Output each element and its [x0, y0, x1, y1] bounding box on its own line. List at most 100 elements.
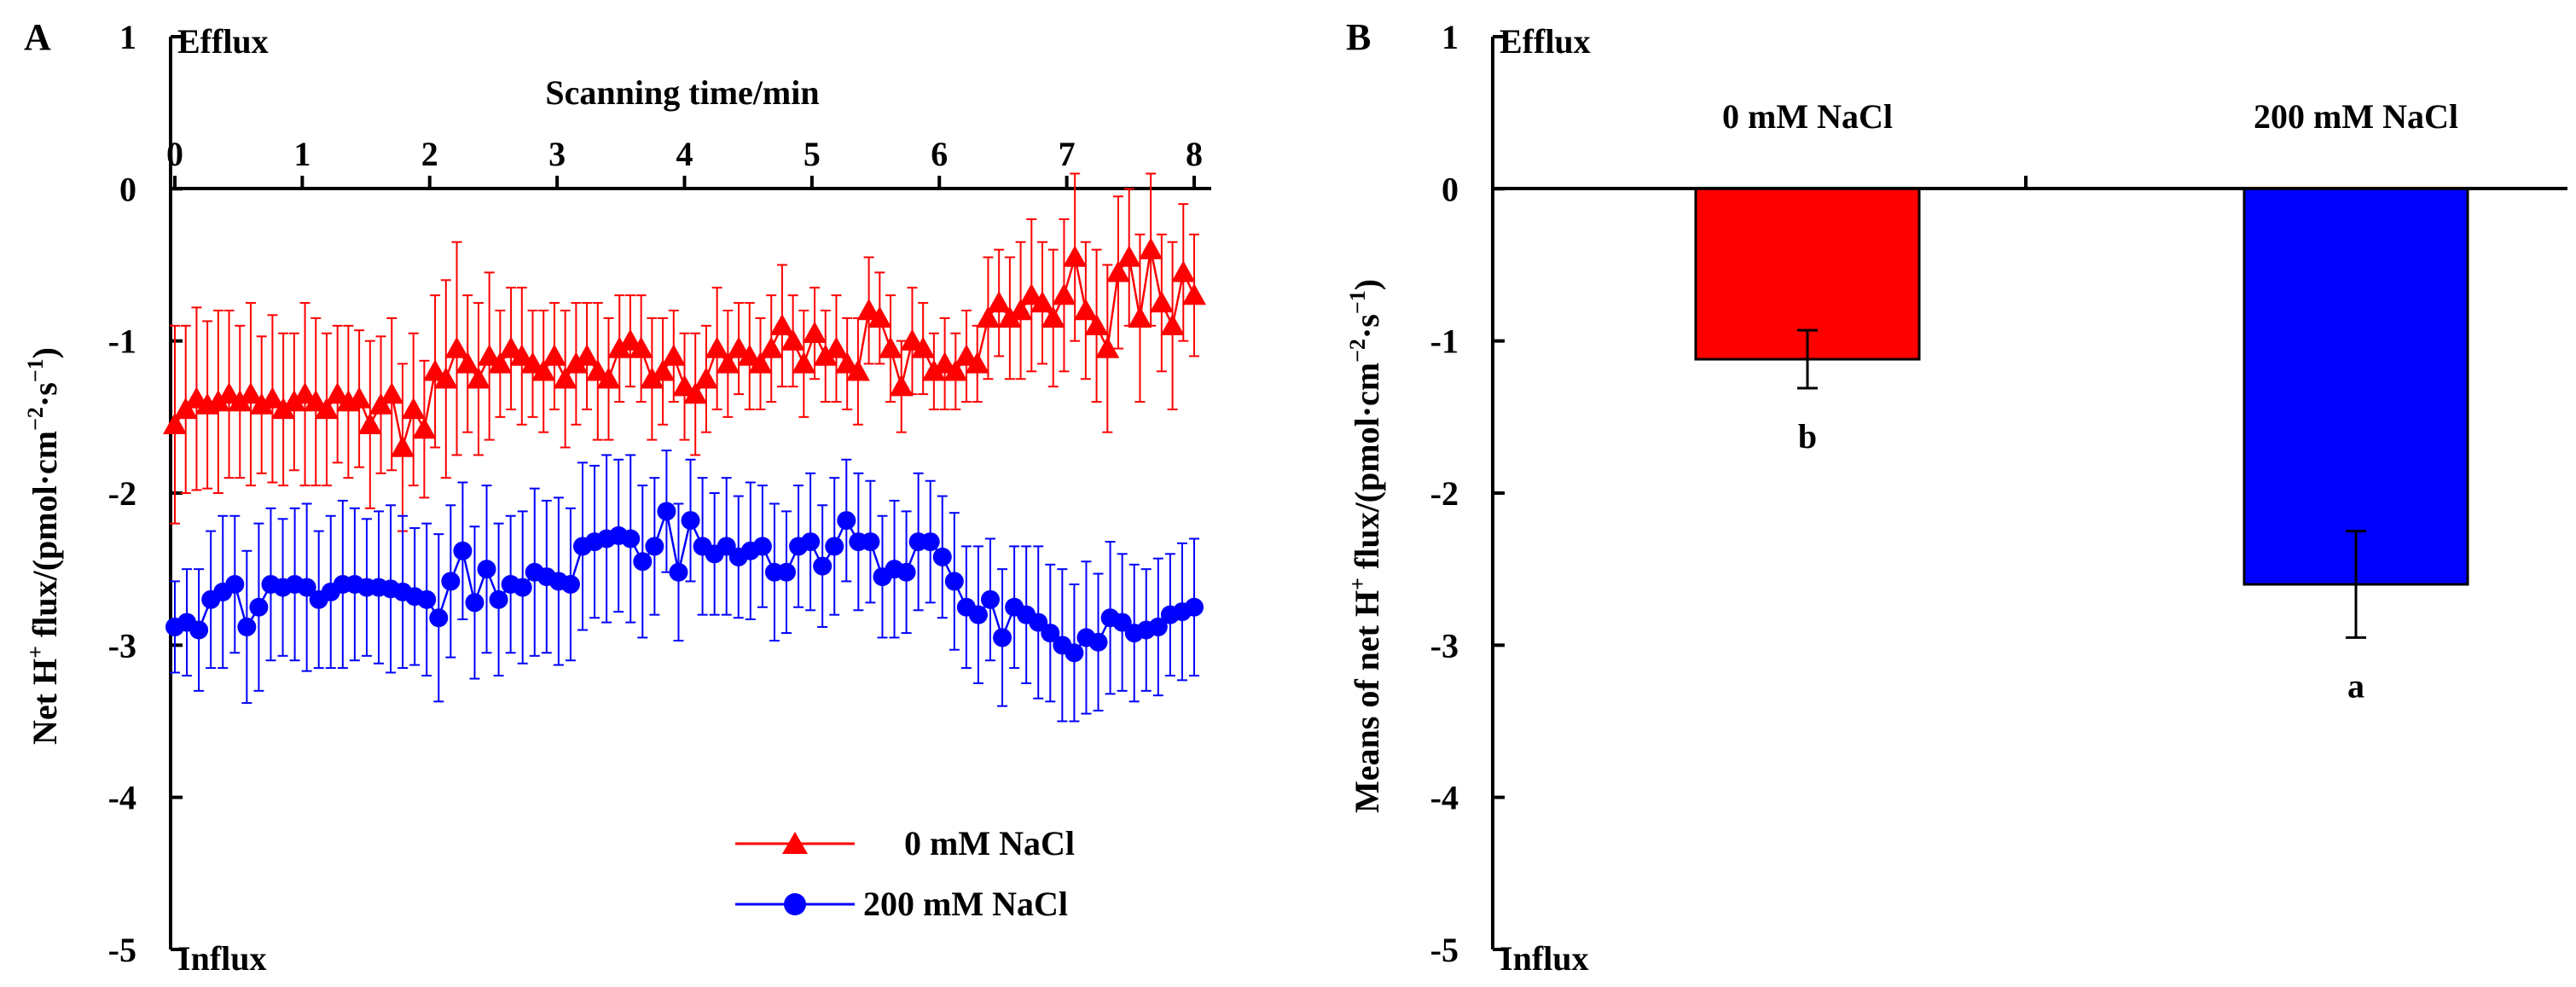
data-point-circle: [896, 562, 916, 582]
data-point-circle: [657, 502, 676, 521]
panel-a-y-tick-label: -5: [108, 931, 136, 969]
significance-label: a: [2347, 666, 2364, 705]
data-point-triangle: [737, 344, 762, 366]
data-point-triangle: [357, 412, 382, 434]
panel-a-x-tick-label: 6: [931, 135, 948, 173]
data-point-circle: [717, 537, 736, 556]
panel-a-y-tick-label: 1: [119, 18, 136, 56]
data-point-triangle: [705, 336, 729, 358]
data-point-triangle: [845, 359, 870, 381]
data-point-triangle: [575, 344, 600, 366]
data-point-circle: [513, 578, 532, 597]
data-point-triangle: [206, 390, 230, 412]
data-point-circle: [297, 578, 316, 597]
data-point-triangle: [1128, 305, 1152, 328]
data-point-triangle: [1073, 299, 1098, 321]
data-point-triangle: [651, 359, 676, 381]
data-point-triangle: [390, 435, 415, 457]
panel-a-y-tick-label: -4: [108, 779, 136, 817]
data-point-triangle: [542, 344, 566, 366]
panel-a-x-tick-label: 2: [421, 135, 438, 173]
data-point-circle: [752, 537, 772, 556]
panel-a-x-tick-label: 8: [1186, 135, 1203, 173]
panel-b-y-axis-title: Means of net H+ flux/(pmol·cm−2·s−1): [1345, 279, 1386, 813]
data-point-circle: [1148, 617, 1168, 636]
data-point-triangle: [380, 382, 404, 404]
panel-a-x-tick-label: 0: [166, 135, 183, 173]
panel-b: Efflux Influx 1 0 -1 -2 -3 -4 -5 Means of net …: [1345, 18, 2567, 978]
category-label: 0 mM NaCl: [1722, 97, 1893, 136]
data-point-triangle: [444, 336, 469, 358]
data-point-triangle: [727, 336, 751, 358]
panel-a-x-tick-label: 3: [548, 135, 566, 173]
panel-b-y-tick-label: 1: [1442, 18, 1459, 56]
panel-b-y-tick-label: -5: [1430, 931, 1459, 969]
data-point-triangle: [347, 386, 372, 409]
data-point-triangle: [607, 336, 632, 358]
data-point-circle: [429, 608, 449, 628]
data-point-triangle: [1063, 245, 1088, 267]
panel-a-y-axis-title: Net H+ flux/(pmol·cm−2·s−1): [23, 347, 64, 745]
data-point-triangle: [596, 367, 621, 389]
panel-b-y-tick-label: 0: [1442, 170, 1459, 208]
data-point-circle: [249, 597, 269, 617]
data-point-triangle: [520, 351, 545, 374]
data-point-circle: [645, 537, 664, 556]
data-point-circle: [453, 541, 473, 560]
data-point-triangle: [509, 344, 534, 366]
data-point-triangle: [629, 336, 653, 358]
data-point-triangle: [640, 367, 664, 389]
data-point-circle: [477, 560, 496, 579]
data-point-triangle: [716, 351, 740, 374]
data-point-triangle: [564, 351, 589, 374]
series-0: [163, 172, 1206, 532]
data-point-triangle: [304, 390, 328, 412]
data-point-triangle: [499, 336, 524, 358]
data-point-circle: [981, 589, 1000, 609]
panel-b-y-tick-label: -2: [1430, 474, 1459, 513]
data-point-triangle: [943, 359, 968, 381]
data-point-triangle: [976, 305, 1001, 328]
data-point-triangle: [238, 382, 263, 404]
data-point-circle: [621, 529, 641, 549]
data-point-triangle: [1182, 283, 1206, 305]
data-point-circle: [920, 532, 940, 552]
panel-a-y-tick-label: -2: [108, 474, 136, 513]
data-point-triangle: [260, 386, 285, 409]
data-point-circle: [837, 511, 856, 531]
data-point-circle: [489, 589, 508, 609]
bar-1: [2242, 187, 2469, 586]
data-point-triangle: [271, 397, 296, 420]
data-point-triangle: [987, 291, 1012, 313]
data-point-circle: [861, 532, 880, 552]
data-point-triangle: [412, 417, 437, 439]
legend-circle-icon: [784, 893, 806, 915]
data-point-circle: [968, 605, 988, 624]
data-point-triangle: [1160, 313, 1185, 336]
data-point-circle: [801, 532, 821, 552]
data-point-triangle: [683, 382, 708, 404]
data-point-triangle: [401, 397, 426, 420]
data-point-triangle: [1019, 283, 1044, 305]
data-point-triangle: [281, 390, 306, 412]
data-point-triangle: [1149, 291, 1174, 313]
data-point-triangle: [585, 359, 610, 381]
data-point-triangle: [325, 382, 350, 404]
data-point-triangle: [423, 359, 448, 381]
data-point-circle: [1185, 597, 1204, 617]
data-point-triangle: [477, 344, 502, 366]
panel-a-x-tick-label: 4: [676, 135, 693, 173]
data-point-triangle: [813, 344, 838, 366]
data-point-triangle: [488, 351, 513, 374]
data-point-triangle: [1052, 283, 1076, 305]
legend-triangle-icon: [782, 832, 808, 854]
data-point-triangle: [879, 336, 903, 358]
data-point-triangle: [932, 351, 957, 374]
panel-a-x-axis-title: Scanning time/min: [545, 73, 819, 112]
panel-a-x-tick-label: 7: [1059, 135, 1076, 173]
data-point-triangle: [217, 382, 241, 404]
panel-a-label: A: [24, 16, 51, 58]
data-point-circle: [225, 575, 245, 594]
data-point-triangle: [433, 367, 458, 389]
